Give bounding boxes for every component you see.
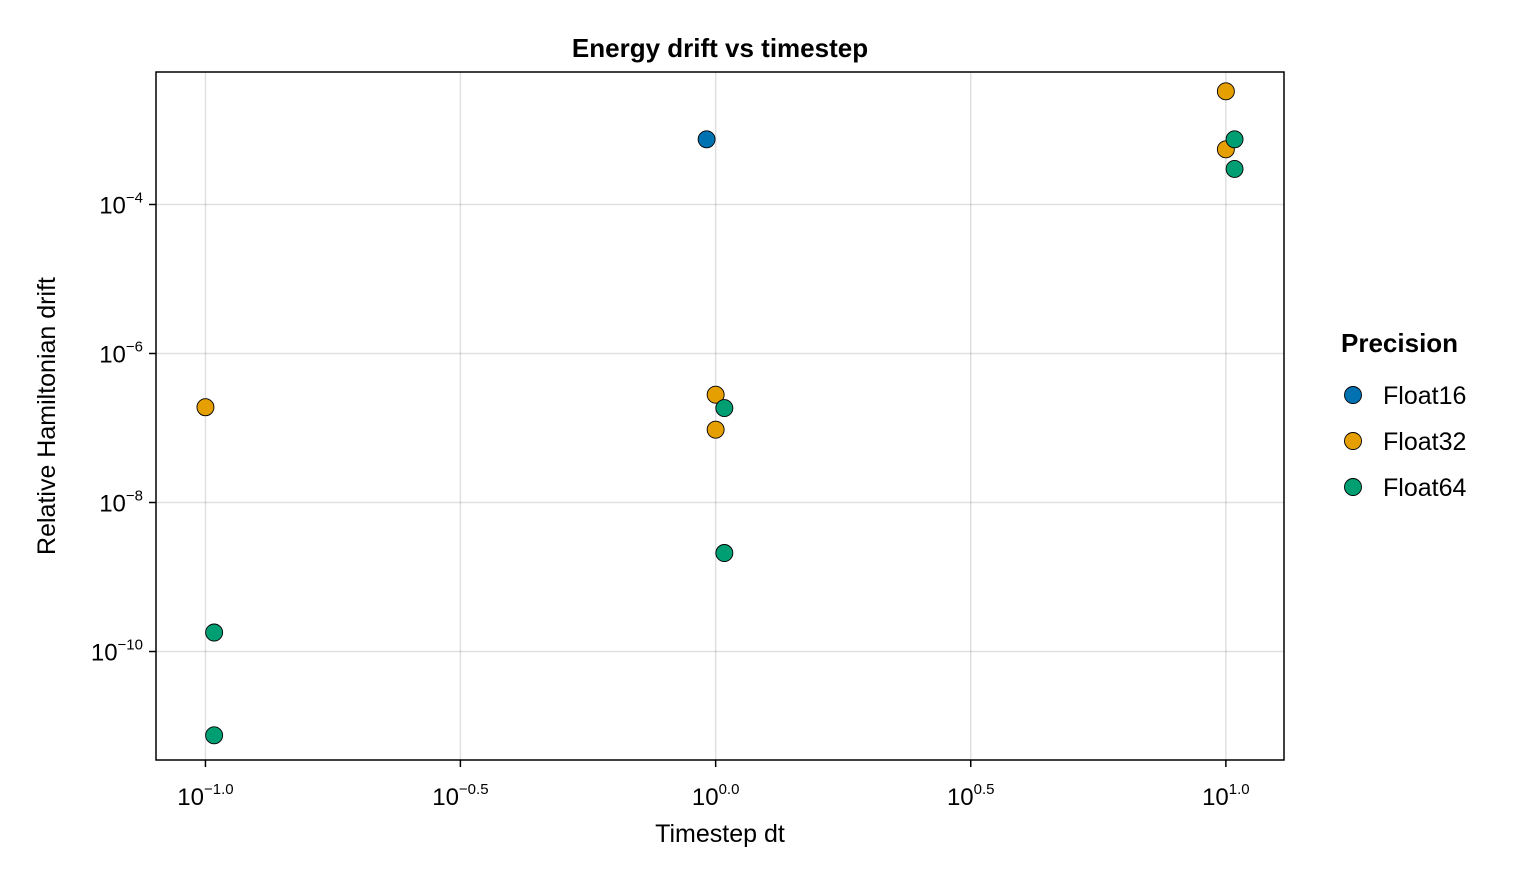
x-tick-base: 10 <box>177 784 204 811</box>
x-tick-exponent: 1.0 <box>1229 781 1250 798</box>
data-point-float64[interactable] <box>1225 159 1244 178</box>
legend: Float16 Float32 Float64 <box>1344 382 1466 502</box>
data-points <box>196 82 1244 745</box>
legend-marker-float16 <box>1344 386 1362 404</box>
y-axis-ticks: 10−410−610−810−10 <box>91 189 156 667</box>
data-point-float32[interactable] <box>706 385 725 404</box>
data-point-float64[interactable] <box>205 726 224 745</box>
chart-title: Energy drift vs timestep <box>572 33 868 63</box>
plot-frame <box>155 71 1285 761</box>
x-tick-label: 10−1.0 <box>177 781 233 811</box>
y-axis-label: Relative Hamiltonian drift <box>33 277 61 555</box>
legend-marker-float64 <box>1344 478 1362 496</box>
x-tick-label: 10−0.5 <box>432 781 488 811</box>
x-axis-ticks: 10−1.0 10−0.5 100.0 100.5 101.0 <box>177 760 1250 811</box>
y-tick-exponent: −8 <box>126 488 143 505</box>
legend-label-float64: Float64 <box>1383 474 1466 502</box>
x-tick-label: 100.0 <box>692 781 740 811</box>
y-tick-exponent: −4 <box>126 189 143 206</box>
y-tick-base: 10 <box>91 640 118 667</box>
data-point-float64[interactable] <box>715 544 734 562</box>
x-tick-exponent: 0.0 <box>719 781 740 798</box>
grid <box>156 72 1284 760</box>
data-point-float64[interactable] <box>1225 130 1244 149</box>
x-tick-exponent: 0.5 <box>974 781 995 798</box>
series-float64 <box>205 130 1244 745</box>
x-tick-exponent: −1.0 <box>204 781 234 798</box>
data-point-float32[interactable] <box>706 420 725 439</box>
x-tick-base: 10 <box>692 784 719 811</box>
x-tick-base: 10 <box>1202 784 1229 811</box>
series-float16 <box>697 130 716 149</box>
legend-title: Precision <box>1341 328 1458 358</box>
y-tick-exponent: −6 <box>126 338 143 355</box>
legend-label-float32: Float32 <box>1383 428 1466 456</box>
x-tick-label: 100.5 <box>947 781 995 811</box>
y-tick-label: 10−4 <box>99 189 143 219</box>
data-point-float64[interactable] <box>715 399 734 418</box>
y-tick-label: 10−10 <box>91 637 143 667</box>
data-point-float16[interactable] <box>697 130 716 149</box>
y-tick-label: 10−8 <box>99 488 143 518</box>
legend-marker-float32 <box>1344 432 1362 450</box>
y-tick-exponent: −10 <box>118 637 143 654</box>
y-tick-base: 10 <box>99 491 126 518</box>
x-axis-label: Timestep dt <box>655 820 785 848</box>
x-tick-label: 101.0 <box>1202 781 1250 811</box>
x-tick-exponent: −0.5 <box>459 781 489 798</box>
legend-label-float16: Float16 <box>1383 382 1466 410</box>
y-tick-base: 10 <box>99 192 126 219</box>
data-point-float32[interactable] <box>196 398 215 417</box>
data-point-float32[interactable] <box>1216 82 1235 101</box>
data-point-float64[interactable] <box>205 623 224 642</box>
y-tick-base: 10 <box>99 341 126 368</box>
series-float32 <box>196 82 1235 439</box>
x-tick-base: 10 <box>947 784 974 811</box>
x-tick-base: 10 <box>432 784 459 811</box>
y-tick-label: 10−6 <box>99 338 143 368</box>
